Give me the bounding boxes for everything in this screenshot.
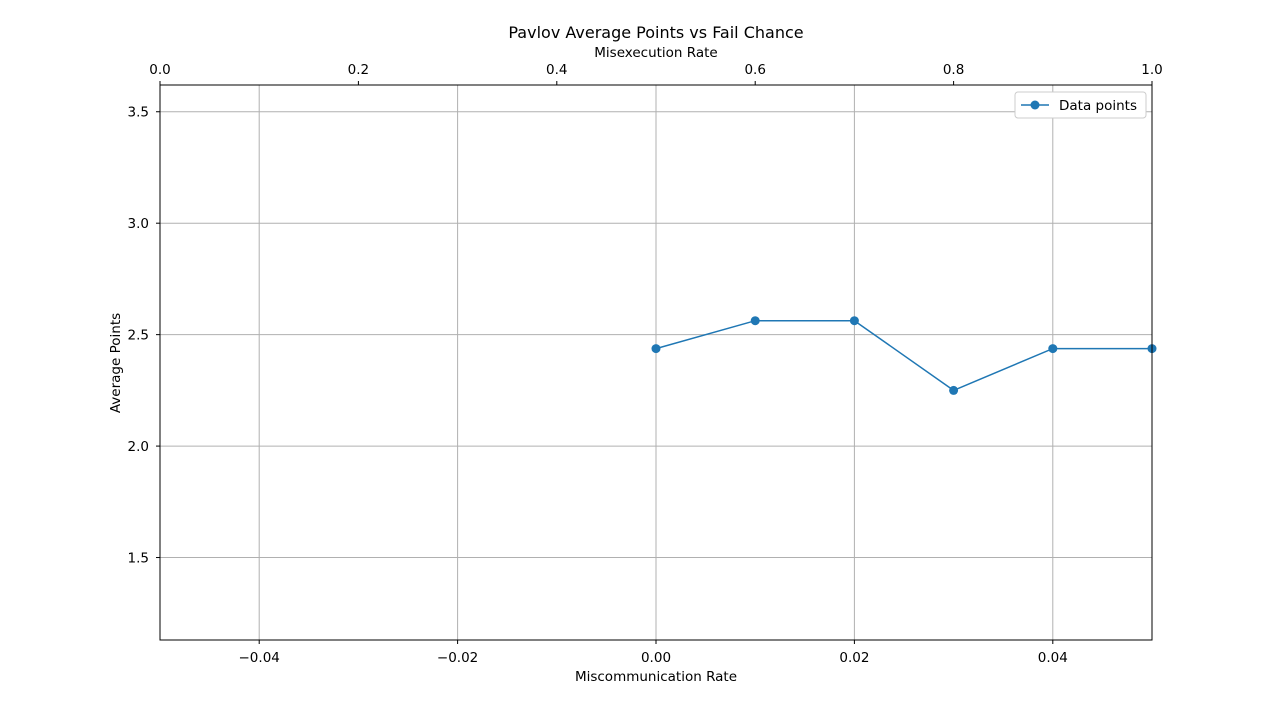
x-tick-label: −0.04 xyxy=(239,650,280,666)
legend-box xyxy=(1014,91,1147,119)
legend-label: Data points xyxy=(1059,98,1137,114)
x-axis-label: Miscommunication Rate xyxy=(575,669,737,685)
data-point xyxy=(651,344,661,354)
ticks: −0.04 −0.02 0.00 0.02 0.04 0.0 0.2 0.4 0.6 0.8 1.0… xyxy=(128,62,1163,666)
x-tick-label: 0.00 xyxy=(641,650,671,666)
data-point xyxy=(949,385,959,395)
top-tick-label: 0.8 xyxy=(943,62,964,78)
legend-marker-swatch xyxy=(1030,100,1040,110)
top-tick-label: 0.0 xyxy=(149,62,170,78)
grid xyxy=(160,85,1152,640)
x-tick-label: −0.02 xyxy=(437,650,478,666)
series-layer xyxy=(651,316,1157,395)
y-tick-label: 2.0 xyxy=(128,439,149,455)
top-tick-label: 0.4 xyxy=(546,62,567,78)
top-tick-label: 0.2 xyxy=(348,62,369,78)
legend: Data points xyxy=(1014,91,1147,119)
data-point xyxy=(849,316,859,326)
data-point xyxy=(750,316,760,326)
data-point xyxy=(1048,344,1058,354)
top-tick-label: 0.6 xyxy=(744,62,765,78)
series-line xyxy=(655,319,1152,392)
y-tick-label: 2.5 xyxy=(128,328,149,344)
top-axis-label: Misexecution Rate xyxy=(594,45,717,61)
y-tick-label: 3.5 xyxy=(128,105,149,121)
top-tick-label: 1.0 xyxy=(1141,62,1162,78)
y-tick-label: 1.5 xyxy=(128,551,149,567)
chart-title: Pavlov Average Points vs Fail Chance xyxy=(508,23,803,42)
x-tick-label: 0.02 xyxy=(839,650,869,666)
y-axis-label: Average Points xyxy=(108,313,124,413)
x-tick-label: 0.04 xyxy=(1038,650,1068,666)
y-tick-label: 3.0 xyxy=(128,216,149,232)
